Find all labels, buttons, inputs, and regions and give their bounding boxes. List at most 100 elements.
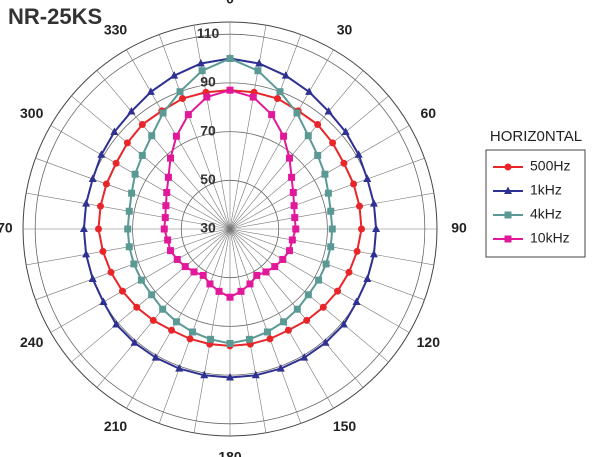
marker bbox=[128, 189, 136, 197]
marker bbox=[125, 207, 133, 215]
spoke bbox=[229, 70, 364, 230]
marker bbox=[321, 170, 329, 178]
marker bbox=[226, 373, 234, 381]
marker bbox=[79, 224, 88, 232]
marker bbox=[102, 180, 110, 188]
marker bbox=[82, 249, 91, 258]
marker bbox=[215, 287, 223, 295]
marker bbox=[186, 335, 194, 343]
marker bbox=[88, 274, 97, 282]
spoke bbox=[193, 25, 231, 230]
marker bbox=[200, 370, 209, 379]
marker bbox=[322, 260, 330, 268]
marker bbox=[363, 174, 372, 183]
angle-label: 0 bbox=[226, 0, 234, 7]
marker bbox=[291, 214, 299, 222]
marker bbox=[88, 174, 97, 183]
marker bbox=[163, 188, 171, 196]
marker bbox=[196, 59, 205, 67]
marker bbox=[314, 121, 322, 129]
marker bbox=[314, 151, 322, 159]
angle-label: 300 bbox=[20, 105, 44, 121]
marker bbox=[276, 88, 284, 96]
marker bbox=[369, 199, 378, 207]
marker bbox=[161, 214, 169, 222]
marker bbox=[253, 271, 261, 279]
marker bbox=[356, 202, 364, 210]
angle-label: 90 bbox=[451, 220, 467, 236]
marker bbox=[133, 303, 141, 311]
spoke bbox=[50, 125, 231, 230]
marker bbox=[146, 87, 155, 95]
marker bbox=[353, 247, 361, 255]
marker bbox=[107, 268, 115, 276]
spoke bbox=[96, 70, 231, 230]
marker bbox=[334, 287, 342, 295]
marker bbox=[99, 297, 108, 306]
marker bbox=[289, 188, 297, 196]
marker bbox=[340, 159, 348, 167]
marker bbox=[175, 364, 184, 372]
marker bbox=[226, 293, 234, 301]
marker bbox=[288, 173, 296, 181]
marker bbox=[285, 154, 293, 162]
marker bbox=[127, 106, 136, 115]
marker bbox=[138, 151, 146, 159]
marker bbox=[176, 88, 184, 96]
legend-label: 500Hz bbox=[530, 158, 570, 174]
marker bbox=[304, 132, 312, 140]
marker bbox=[167, 247, 175, 255]
marker bbox=[293, 109, 301, 117]
marker bbox=[319, 303, 327, 311]
r-tick-label: 110 bbox=[197, 25, 220, 41]
marker bbox=[324, 106, 333, 115]
spoke bbox=[193, 228, 231, 433]
marker bbox=[198, 67, 206, 75]
marker bbox=[354, 150, 363, 158]
angle-label: 30 bbox=[337, 21, 353, 37]
marker bbox=[148, 132, 156, 140]
angle-label: 150 bbox=[333, 418, 357, 434]
marker bbox=[138, 121, 146, 129]
marker bbox=[130, 338, 139, 346]
marker bbox=[321, 338, 330, 346]
marker bbox=[110, 127, 119, 135]
legend-label: 1kHz bbox=[530, 182, 562, 198]
marker bbox=[369, 249, 378, 258]
marker bbox=[315, 276, 323, 284]
legend-marker bbox=[504, 211, 512, 219]
marker bbox=[164, 236, 172, 244]
marker bbox=[263, 328, 271, 336]
spoke bbox=[229, 228, 267, 433]
marker bbox=[124, 225, 132, 233]
marker bbox=[249, 93, 257, 101]
marker bbox=[184, 111, 192, 119]
angle-label: 180 bbox=[218, 449, 242, 457]
marker bbox=[288, 236, 296, 244]
spoke bbox=[229, 34, 302, 230]
marker bbox=[159, 109, 167, 117]
legend-title: HORIZ0NTAL bbox=[490, 128, 582, 145]
marker bbox=[303, 316, 311, 324]
marker bbox=[151, 353, 160, 361]
marker bbox=[290, 202, 298, 210]
marker bbox=[255, 59, 264, 67]
marker bbox=[329, 139, 337, 147]
marker bbox=[273, 95, 281, 103]
spoke bbox=[229, 228, 302, 424]
marker bbox=[206, 280, 214, 288]
marker bbox=[226, 339, 234, 347]
marker bbox=[149, 316, 157, 324]
angle-label: 120 bbox=[417, 334, 441, 350]
marker bbox=[358, 225, 366, 233]
marker bbox=[181, 263, 189, 271]
marker bbox=[170, 71, 179, 79]
marker bbox=[262, 268, 270, 276]
marker bbox=[271, 263, 279, 271]
marker bbox=[352, 297, 361, 306]
marker bbox=[285, 247, 293, 255]
marker bbox=[305, 87, 314, 95]
r-tick-label: 70 bbox=[200, 122, 216, 138]
marker bbox=[280, 318, 288, 326]
marker bbox=[112, 159, 120, 167]
